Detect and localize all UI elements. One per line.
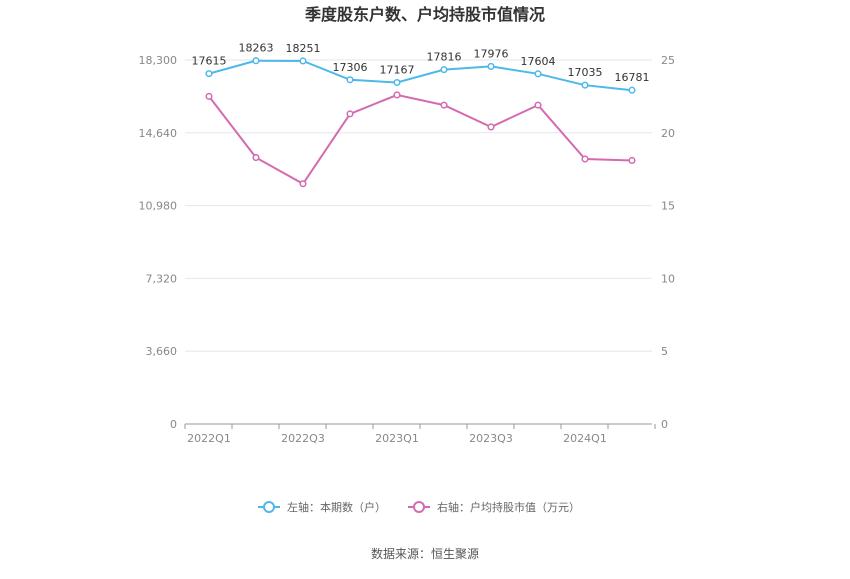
series-layer [205,57,636,188]
series-1-point [534,70,542,78]
data-label: 18251 [286,42,321,55]
series-1-point [205,70,213,78]
right-tick-label: 10 [661,272,675,285]
data-label: 16781 [615,71,650,84]
legend-label-1: 左轴：本期数（户） [287,500,386,514]
series-2-point [581,155,589,163]
data-label: 17167 [380,64,415,77]
data-label: 17816 [427,51,462,64]
series-1-point [440,66,448,74]
series-2-point [299,180,307,188]
x-tick-label: 2023Q3 [469,432,513,445]
left-tick-label: 7,320 [146,272,178,285]
legend-marker-1 [263,501,275,513]
data-label: 17306 [333,61,368,74]
right-tick-label: 20 [661,127,675,140]
data-label-layer: 17615 18263 18251 17306 17167 17816 17976 17604… [192,42,650,84]
series-2-point [628,156,636,165]
left-tick-label: 0 [170,418,177,431]
x-tick-label: 2022Q3 [281,432,325,445]
series-line-2 [208,93,633,186]
right-tick-label: 15 [661,200,675,213]
series-1-point [487,62,495,70]
series-1-point [299,57,307,65]
grid-layer [185,59,652,352]
series-2-point [252,154,260,162]
source-note: 数据来源：恒生聚源 [371,546,479,561]
series-line-1 [208,59,633,92]
left-tick-label: 14,640 [139,127,178,140]
series-2-point [205,92,213,100]
chart-title: 季度股东户数、户均持股市值情况 [304,5,545,24]
data-label: 17604 [521,55,556,68]
legend-label-2: 右轴：户均持股市值（万元） [437,500,580,514]
right-tick-label: 25 [661,54,675,67]
series-1-point [628,86,636,94]
series-2-point [440,101,448,109]
series-2-point [346,110,354,118]
left-tick-label: 3,660 [146,345,178,358]
series-1-point [393,78,401,87]
series-2-point [487,123,495,131]
data-label: 18263 [239,42,274,55]
x-tick-label: 2022Q1 [187,432,231,445]
series-2-point [534,101,542,109]
data-label: 17035 [568,66,603,79]
legend: 左轴：本期数（户） 右轴：户均持股市值（万元） [258,500,580,514]
series-1-point [346,76,354,84]
legend-marker-2 [413,501,425,513]
right-tick-label: 0 [661,418,668,431]
data-label: 17976 [474,47,509,60]
x-tick-label: 2024Q1 [563,432,607,445]
left-tick-label: 18,300 [139,54,178,67]
series-1-point [252,57,260,65]
axis-layer: 0 0 3,660 5 7,320 10 10,980 15 14,640 20 18,300 25 2… [139,54,676,445]
left-tick-label: 10,980 [139,200,178,213]
data-label: 17615 [192,55,227,68]
right-tick-label: 5 [661,345,668,358]
x-tick-label: 2023Q1 [375,432,419,445]
series-1-point [581,81,589,89]
series-2-point [393,91,401,99]
